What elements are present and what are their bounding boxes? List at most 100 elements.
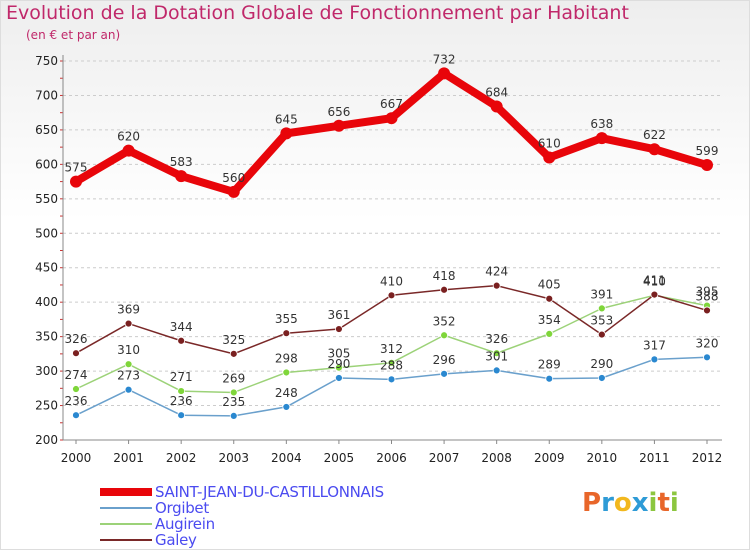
data-point — [72, 411, 80, 420]
series-line — [72, 69, 711, 196]
logo-letter: x — [631, 488, 649, 518]
data-label: 354 — [538, 313, 561, 327]
data-label: 301 — [485, 349, 508, 363]
data-point — [595, 132, 608, 145]
data-point — [703, 306, 711, 315]
data-point — [332, 119, 345, 132]
data-label: 645 — [275, 112, 298, 126]
legend-swatch — [100, 488, 152, 496]
logo-letter: o — [613, 488, 632, 518]
x-tick-label: 2006 — [376, 451, 407, 465]
logo-letter: P — [582, 488, 602, 518]
data-label: 667 — [380, 97, 403, 111]
logo-letter: r — [601, 488, 614, 518]
x-tick-label: 2005 — [324, 451, 355, 465]
y-tick-label: 350 — [35, 330, 58, 344]
data-label: 317 — [643, 338, 666, 352]
data-point — [387, 358, 396, 367]
data-point — [122, 144, 135, 157]
data-label: 622 — [643, 128, 666, 142]
data-point — [280, 127, 293, 140]
y-tick-label: 300 — [35, 364, 58, 378]
data-label: 369 — [117, 303, 140, 317]
data-label: 326 — [65, 332, 88, 346]
legend-item-orgibet[interactable]: Orgibet — [100, 499, 430, 517]
data-point — [282, 329, 291, 338]
data-point — [227, 185, 240, 198]
legend-label: Augirein — [155, 515, 215, 533]
data-point — [650, 355, 659, 364]
legend-label: SAINT-JEAN-DU-CASTILLONNAIS — [155, 483, 384, 501]
y-tick-label: 750 — [35, 54, 58, 68]
data-point — [597, 330, 606, 339]
data-label: 274 — [65, 368, 88, 382]
data-label: 248 — [275, 386, 298, 400]
data-label: 575 — [65, 161, 88, 175]
data-label: 236 — [170, 394, 193, 408]
legend-item-galey[interactable]: Galey — [100, 531, 430, 549]
data-label: 312 — [380, 342, 403, 356]
data-label: 344 — [170, 320, 193, 334]
data-point — [543, 151, 556, 164]
data-label: 418 — [433, 269, 456, 283]
data-point — [440, 331, 448, 340]
data-point — [701, 159, 713, 172]
data-label: 599 — [696, 144, 719, 158]
data-point — [282, 403, 291, 411]
data-point — [387, 375, 396, 384]
data-label: 638 — [590, 117, 613, 131]
data-point — [229, 411, 238, 420]
data-label: 296 — [433, 353, 456, 367]
x-tick-label: 2000 — [61, 451, 92, 465]
data-point — [72, 349, 80, 358]
data-label: 235 — [222, 395, 245, 409]
data-label: 298 — [275, 351, 298, 365]
data-label: 684 — [485, 85, 508, 99]
data-label: 355 — [275, 312, 298, 326]
data-point — [545, 374, 554, 383]
data-point — [72, 385, 80, 393]
data-label: 310 — [117, 343, 140, 357]
data-label: 269 — [222, 371, 245, 385]
x-tick-label: 2007 — [429, 451, 460, 465]
data-label: 305 — [327, 347, 350, 361]
data-label: 411 — [643, 274, 666, 288]
data-label: 620 — [117, 130, 140, 144]
y-tick-label: 450 — [35, 261, 58, 275]
data-label: 271 — [170, 370, 193, 384]
data-point — [177, 387, 186, 395]
data-point — [229, 349, 238, 358]
data-point — [124, 385, 133, 394]
data-label: 656 — [327, 105, 350, 119]
legend-swatch — [100, 539, 152, 541]
data-label: 236 — [65, 394, 88, 408]
data-label: 610 — [538, 136, 561, 150]
data-point — [385, 112, 398, 125]
data-point — [177, 411, 186, 420]
data-point — [124, 360, 133, 369]
data-label: 405 — [538, 278, 561, 292]
data-point — [597, 374, 606, 382]
data-point — [335, 325, 343, 333]
data-label: 290 — [327, 357, 350, 371]
logo-letter: t — [657, 488, 670, 518]
proxiti-logo: Proxiti — [582, 488, 679, 518]
legend-label: Galey — [155, 531, 197, 549]
y-tick-label: 400 — [35, 295, 58, 309]
x-tick-label: 2004 — [271, 451, 302, 465]
y-tick-label: 650 — [35, 123, 58, 137]
data-point — [492, 281, 501, 290]
data-label: 289 — [538, 358, 561, 372]
y-tick-label: 550 — [35, 192, 58, 206]
data-point — [387, 291, 396, 300]
y-tick-label: 250 — [35, 399, 58, 413]
data-label: 325 — [222, 333, 245, 347]
data-label: 320 — [696, 336, 719, 350]
data-point — [440, 285, 448, 294]
data-point — [335, 363, 343, 372]
data-label: 410 — [380, 274, 403, 288]
legend-item-augirein[interactable]: Augirein — [100, 515, 430, 533]
chart-title: Evolution de la Dotation Globale de Fonc… — [6, 2, 629, 24]
legend-item-saint-jean[interactable]: SAINT-JEAN-DU-CASTILLONNAIS — [100, 483, 430, 501]
